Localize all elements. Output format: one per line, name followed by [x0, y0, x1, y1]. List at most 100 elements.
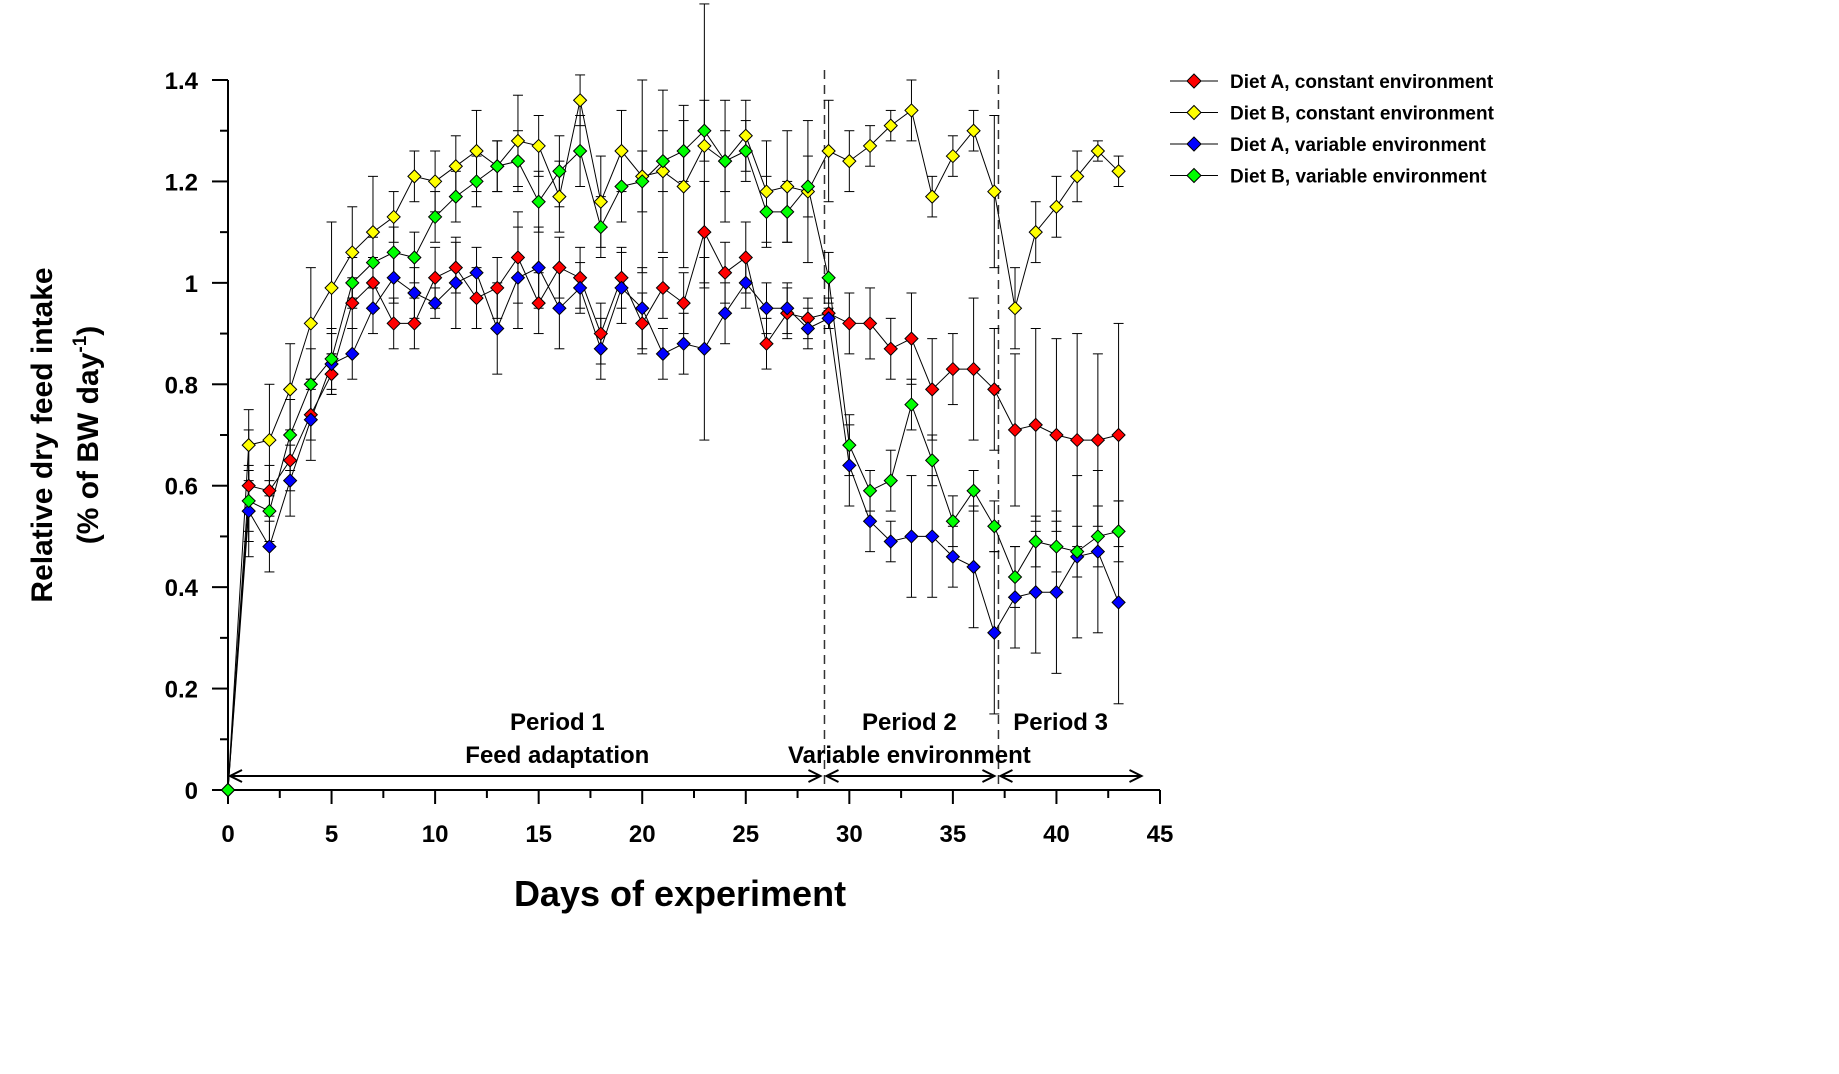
x-tick-label: 35 — [940, 821, 967, 848]
data-point-marker — [759, 301, 774, 316]
legend-marker — [1186, 167, 1202, 184]
data-point-marker — [655, 280, 671, 296]
legend-label: Diet B, variable environment — [1230, 167, 1487, 188]
data-point-marker — [904, 331, 919, 346]
series-markers — [220, 93, 1126, 798]
y-axis-title-line1: Relative dry feed intake — [26, 267, 59, 602]
data-point-marker — [572, 280, 588, 296]
data-point-marker — [1007, 590, 1023, 605]
data-point-marker — [1069, 169, 1085, 184]
data-point-marker — [448, 275, 464, 291]
data-point-marker — [1028, 417, 1043, 433]
data-point-marker — [552, 189, 567, 204]
series-line — [227, 129, 1119, 791]
data-point-marker — [697, 341, 712, 356]
data-point-marker — [821, 143, 836, 159]
data-point-marker — [676, 295, 691, 311]
period-arrow-head — [998, 769, 1013, 783]
data-point-marker — [1069, 544, 1085, 559]
data-point-marker — [345, 245, 360, 260]
data-point-marker — [987, 625, 1002, 640]
data-point-marker — [1111, 595, 1126, 610]
data-point-marker — [510, 153, 526, 169]
data-point-marker — [531, 260, 546, 275]
data-point-marker — [593, 194, 609, 209]
data-point-marker — [324, 351, 339, 367]
x-tick-label: 20 — [629, 821, 656, 848]
data-point-marker — [883, 118, 898, 133]
data-point-marker — [241, 503, 256, 519]
data-point-marker — [697, 123, 712, 138]
data-point-marker — [1028, 534, 1043, 549]
data-point-marker — [924, 529, 940, 544]
data-point-marker — [510, 250, 526, 265]
series-line — [227, 100, 1119, 791]
data-point-marker — [717, 306, 733, 321]
period-arrow-head — [1129, 769, 1144, 783]
data-point-marker — [717, 265, 733, 280]
data-point-marker — [862, 483, 878, 498]
data-point-marker — [365, 275, 381, 291]
data-point-marker — [842, 437, 857, 453]
data-point-marker — [738, 250, 753, 265]
data-point-marker — [469, 290, 484, 306]
data-point-marker — [635, 174, 650, 189]
data-point-marker — [365, 224, 381, 240]
data-point-marker — [262, 483, 277, 498]
data-point-marker — [303, 316, 319, 331]
data-point-marker — [510, 133, 526, 149]
data-point-marker — [262, 539, 277, 554]
y-axis-title-prefix: (% of BW day — [72, 352, 105, 544]
data-point-marker — [614, 179, 629, 194]
data-point-marker — [697, 138, 712, 154]
period-sublabel: Variable environment — [788, 742, 1031, 769]
data-point-marker — [1111, 524, 1126, 539]
y-tick-label: 1.4 — [165, 68, 199, 95]
data-point-marker — [552, 301, 567, 316]
data-point-marker — [759, 336, 774, 351]
data-point-marker — [593, 219, 609, 235]
data-point-marker — [883, 534, 898, 549]
data-point-marker — [427, 209, 443, 225]
data-point-marker — [821, 311, 836, 326]
period-label: Period 2 — [862, 709, 957, 736]
data-point-marker — [220, 782, 236, 798]
error-bars — [243, 3, 1124, 715]
data-point-marker — [427, 270, 443, 285]
data-point-marker — [407, 169, 422, 184]
data-point-marker — [469, 265, 484, 280]
period-arrow-head — [824, 769, 839, 783]
data-point-marker — [697, 224, 712, 240]
y-axis-title-suffix: ) — [72, 326, 105, 336]
data-point-marker — [448, 189, 464, 204]
y-tick-label: 0.6 — [165, 474, 198, 501]
data-point-marker — [1069, 432, 1085, 448]
data-point-marker — [365, 301, 381, 316]
period-annotations: Period 1 Feed adaptation Period 2 Variable … — [227, 709, 1144, 783]
data-point-marker — [510, 270, 526, 285]
data-point-marker — [407, 316, 422, 331]
data-point-marker — [1111, 164, 1126, 179]
y-axis-title-sup: -1 — [70, 335, 91, 352]
y-axis-title: Relative dry feed intake (% of BW day-1) — [26, 267, 105, 602]
legend-marker — [1186, 104, 1202, 121]
data-point-marker — [593, 326, 609, 341]
data-point-marker — [738, 128, 753, 143]
data-point-marker — [945, 361, 961, 377]
data-point-marker — [1049, 427, 1064, 443]
data-point-marker — [779, 301, 795, 316]
period-label: Period 1 — [510, 709, 605, 736]
legend-label: Diet B, constant environment — [1230, 104, 1495, 125]
data-point-marker — [842, 153, 857, 169]
data-point-marker — [1090, 544, 1106, 559]
legend-label: Diet A, constant environment — [1230, 72, 1494, 93]
data-point-marker — [407, 250, 422, 265]
data-point-marker — [883, 473, 898, 488]
x-tick-label: 0 — [221, 821, 234, 848]
data-point-marker — [966, 559, 981, 575]
data-point-marker — [945, 148, 961, 164]
period-arrow-head — [227, 769, 243, 783]
data-point-marker — [614, 143, 629, 159]
x-ticks: 0 5 10 15 20 25 30 35 40 45 — [221, 790, 1173, 848]
data-point-marker — [1090, 143, 1106, 159]
